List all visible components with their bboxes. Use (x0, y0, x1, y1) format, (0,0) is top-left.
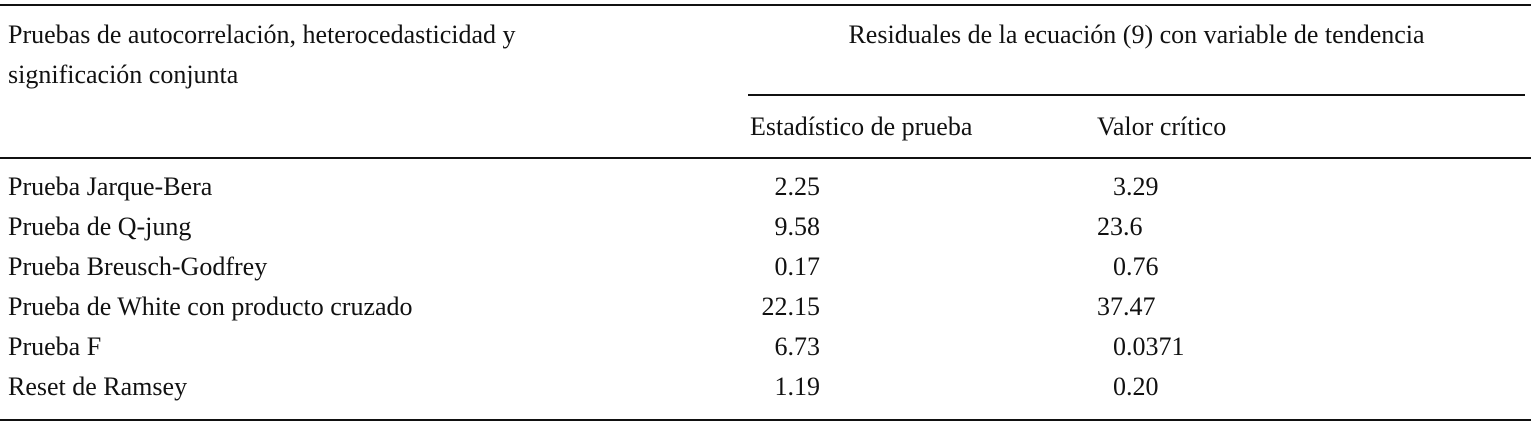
row-header-line: Pruebas de autocorrelación, heterocedast… (8, 20, 516, 49)
cell-value: 3.29 (1113, 172, 1159, 201)
row-header-line: significación conjunta (8, 60, 239, 89)
cell-value: 22.15 (761, 292, 821, 321)
column-header: Valor crítico (1097, 112, 1227, 141)
group-header: Residuales de la ecuación (9) con variab… (848, 20, 1425, 49)
cell-value: 9.58 (774, 212, 821, 241)
cell-value: 1.19 (774, 372, 821, 401)
row-label: Prueba F (8, 332, 102, 361)
row-label: Prueba de Q-jung (8, 212, 192, 241)
cell-value: 0.76 (1113, 252, 1159, 281)
column-header: Estadístico de prueba (750, 112, 973, 141)
cell-value: 0.17 (774, 252, 821, 281)
cell-value: 37.47 (1097, 292, 1156, 321)
bottom-rule (0, 419, 1531, 421)
cell-value: 6.73 (774, 332, 821, 361)
top-rule (0, 4, 1531, 6)
group-rule (748, 94, 1525, 96)
row-label: Prueba Breusch-Godfrey (8, 252, 268, 281)
cell-value: 0.0371 (1113, 332, 1185, 361)
header-rule (0, 157, 1531, 159)
cell-value: 0.20 (1113, 372, 1159, 401)
cell-value: 23.6 (1097, 212, 1143, 241)
row-label: Prueba Jarque-Bera (8, 172, 213, 201)
row-label: Reset de Ramsey (8, 372, 188, 401)
cell-value: 2.25 (774, 172, 821, 201)
row-label: Prueba de White con producto cruzado (8, 292, 413, 321)
